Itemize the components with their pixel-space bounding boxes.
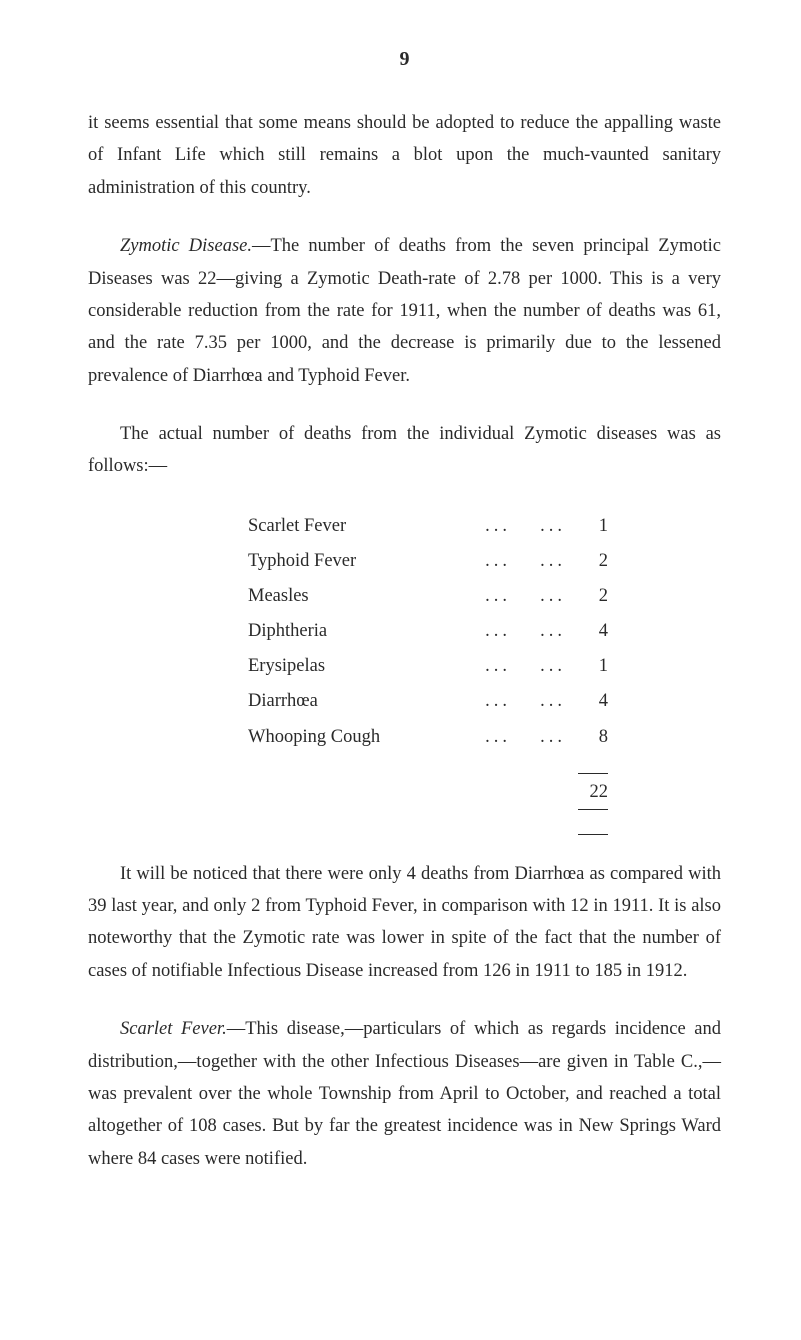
disease-value: 4 [578, 684, 608, 719]
table-row: Scarlet Fever ... ... 1 [248, 509, 721, 544]
disease-value: 1 [578, 509, 608, 544]
total-spacer [248, 773, 578, 810]
disease-label: Measles [248, 579, 468, 614]
page-number: 9 [88, 48, 721, 71]
disease-label: Typhoid Fever [248, 544, 468, 579]
dots: ... [528, 544, 578, 579]
table-row: Measles ... ... 2 [248, 579, 721, 614]
disease-value: 2 [578, 579, 608, 614]
disease-table: Scarlet Fever ... ... 1 Typhoid Fever ..… [248, 509, 721, 810]
paragraph-zymotic: Zymotic Disease.—The number of deaths fr… [88, 230, 721, 392]
dots: ... [528, 509, 578, 544]
paragraph-scarlet-fever: Scarlet Fever.—This disease,—particulars… [88, 1013, 721, 1175]
dots: ... [528, 684, 578, 719]
disease-value: 8 [578, 720, 608, 755]
dots: ... [468, 544, 528, 579]
dots: ... [468, 720, 528, 755]
paragraph-analysis: It will be noticed that there were only … [88, 858, 721, 988]
table-row: Whooping Cough ... ... 8 [248, 720, 721, 755]
paragraph-intro: it seems essential that some means shoul… [88, 107, 721, 204]
disease-label: Scarlet Fever [248, 509, 468, 544]
scarlet-fever-body: —This disease,—particulars of which as r… [88, 1019, 721, 1169]
paragraph-table-intro: The actual number of deaths from the ind… [88, 418, 721, 483]
dots: ... [468, 649, 528, 684]
dots: ... [468, 579, 528, 614]
disease-label: Diphtheria [248, 614, 468, 649]
dots: ... [468, 614, 528, 649]
zymotic-heading: Zymotic Disease. [120, 236, 252, 256]
dots: ... [528, 720, 578, 755]
disease-value: 1 [578, 649, 608, 684]
table-row: Typhoid Fever ... ... 2 [248, 544, 721, 579]
disease-label: Diarrhœa [248, 684, 468, 719]
scarlet-fever-heading: Scarlet Fever. [120, 1019, 227, 1039]
dots: ... [528, 579, 578, 614]
table-total-row: 22 [248, 773, 721, 810]
dots: ... [528, 649, 578, 684]
table-row: Diarrhœa ... ... 4 [248, 684, 721, 719]
disease-value: 4 [578, 614, 608, 649]
disease-label: Erysipelas [248, 649, 468, 684]
zymotic-body: —The number of deaths from the seven pri… [88, 236, 721, 386]
table-row: Erysipelas ... ... 1 [248, 649, 721, 684]
dots: ... [468, 509, 528, 544]
dots: ... [468, 684, 528, 719]
total-value: 22 [578, 773, 608, 810]
dots: ... [528, 614, 578, 649]
disease-value: 2 [578, 544, 608, 579]
table-row: Diphtheria ... ... 4 [248, 614, 721, 649]
disease-label: Whooping Cough [248, 720, 468, 755]
